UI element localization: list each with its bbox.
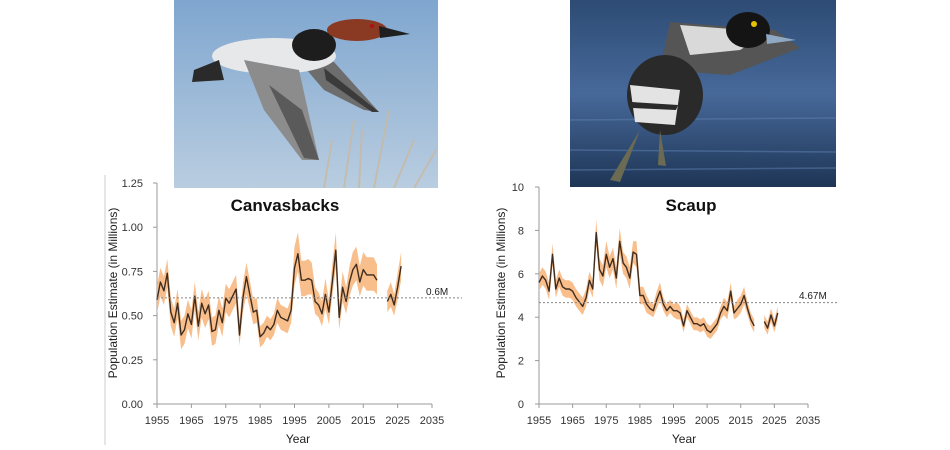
y-tick-label: 0 (518, 399, 524, 411)
x-tick-label: 1985 (628, 415, 652, 427)
x-tick-label: 2015 (729, 415, 753, 427)
x-tick-label: 1995 (282, 415, 306, 427)
x-tick-label: 2035 (420, 415, 444, 427)
x-tick-label: 2015 (351, 415, 375, 427)
x-tick-label: 2025 (385, 415, 409, 427)
scaup-photo (570, 0, 836, 187)
x-tick-label: 2035 (796, 415, 820, 427)
x-tick-label: 2005 (695, 415, 719, 427)
estimate-line (386, 265, 402, 306)
y-tick-label: 6 (518, 269, 524, 281)
x-tick-label: 1955 (527, 415, 551, 427)
y-tick-label: 2 (518, 356, 524, 368)
y-tick-label: 0.25 (122, 355, 143, 367)
canvasback-photo (174, 0, 438, 188)
x-tick-label: 1975 (594, 415, 618, 427)
x-tick-label: 2005 (317, 415, 341, 427)
confidence-band (157, 232, 377, 350)
x-tick-label: 2025 (762, 415, 786, 427)
y-tick-label: 0.00 (122, 399, 143, 411)
y-tick-label: 4 (518, 312, 524, 324)
x-axis-label: Year (286, 432, 310, 446)
estimate-line (763, 312, 779, 329)
y-tick-label: 10 (512, 182, 524, 194)
chart-title: Scaup (665, 196, 716, 215)
estimate-line (156, 249, 378, 338)
x-tick-label: 1965 (560, 415, 584, 427)
confidence-band (539, 219, 755, 339)
x-tick-label: 1975 (214, 415, 238, 427)
x-tick-label: 1985 (248, 415, 272, 427)
y-axis-label: Population Estimate (in Millions) (494, 208, 508, 379)
y-tick-label: 8 (518, 225, 524, 237)
scaup-chart: Scaup Year Population Estimate (in Milli… (494, 182, 838, 446)
x-tick-label: 1995 (661, 415, 685, 427)
y-tick-label: 0.75 (122, 266, 143, 278)
chart-title: Canvasbacks (231, 196, 340, 215)
y-tick-label: 1.25 (122, 178, 143, 190)
confidence-band (387, 252, 402, 316)
x-axis-label: Year (672, 432, 696, 446)
y-tick-label: 1.00 (122, 222, 143, 234)
y-tick-label: 0.50 (122, 311, 143, 323)
canvasbacks-chart: Canvasbacks Year Population Estimate (in… (106, 178, 462, 446)
y-axis-label: Population Estimate (in Millions) (106, 208, 120, 379)
x-tick-label: 1955 (145, 415, 169, 427)
reference-line-label: 0.6M (426, 287, 448, 298)
reference-line-label: 4.67M (799, 291, 827, 302)
x-tick-label: 1965 (179, 415, 203, 427)
estimate-line (538, 231, 755, 334)
